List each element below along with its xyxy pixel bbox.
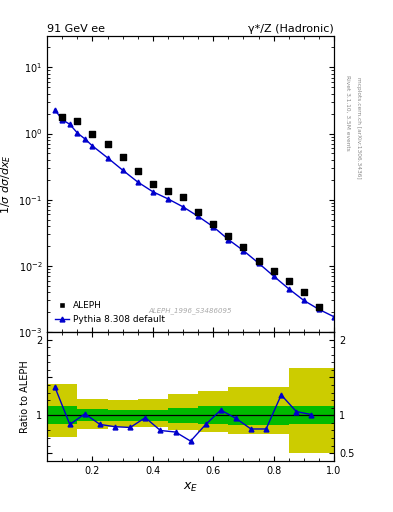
ALEPH bbox=[59, 113, 65, 121]
Pythia 8.308 default bbox=[136, 179, 140, 185]
ALEPH bbox=[105, 140, 111, 148]
Pythia 8.308 default bbox=[211, 224, 216, 230]
Pythia 8.308 default bbox=[75, 130, 80, 136]
Text: 91 GeV ee: 91 GeV ee bbox=[47, 24, 105, 34]
ALEPH bbox=[195, 208, 201, 216]
ALEPH bbox=[225, 232, 231, 240]
ALEPH bbox=[301, 288, 307, 296]
ALEPH bbox=[74, 117, 81, 125]
ALEPH bbox=[119, 153, 126, 161]
Y-axis label: $1/\sigma\ d\sigma/dx_E$: $1/\sigma\ d\sigma/dx_E$ bbox=[0, 154, 13, 214]
Pythia 8.308 default bbox=[286, 286, 291, 292]
Legend: ALEPH, Pythia 8.308 default: ALEPH, Pythia 8.308 default bbox=[51, 298, 169, 328]
Pythia 8.308 default bbox=[256, 260, 261, 266]
Y-axis label: Ratio to ALEPH: Ratio to ALEPH bbox=[20, 360, 31, 433]
ALEPH bbox=[255, 257, 262, 265]
Line: Pythia 8.308 default: Pythia 8.308 default bbox=[52, 107, 336, 319]
Pythia 8.308 default bbox=[301, 297, 306, 304]
Pythia 8.308 default bbox=[241, 247, 246, 253]
Text: mcplots.cern.ch [arXiv:1306.3436]: mcplots.cern.ch [arXiv:1306.3436] bbox=[356, 77, 361, 179]
Text: Rivet 3.1.10, 3.5M events: Rivet 3.1.10, 3.5M events bbox=[345, 75, 350, 151]
ALEPH bbox=[286, 276, 292, 285]
Pythia 8.308 default bbox=[105, 155, 110, 161]
Pythia 8.308 default bbox=[165, 196, 170, 202]
Text: ALEPH_1996_S3486095: ALEPH_1996_S3486095 bbox=[149, 308, 232, 314]
ALEPH bbox=[89, 130, 95, 138]
Pythia 8.308 default bbox=[181, 204, 185, 210]
ALEPH bbox=[150, 180, 156, 188]
Pythia 8.308 default bbox=[151, 188, 155, 195]
Pythia 8.308 default bbox=[60, 117, 64, 123]
ALEPH bbox=[165, 187, 171, 195]
ALEPH bbox=[316, 303, 322, 311]
Pythia 8.308 default bbox=[90, 143, 95, 149]
ALEPH bbox=[270, 266, 277, 274]
ALEPH bbox=[240, 243, 246, 251]
X-axis label: $x_E$: $x_E$ bbox=[183, 481, 198, 494]
ALEPH bbox=[180, 193, 186, 201]
ALEPH bbox=[135, 166, 141, 175]
Text: γ*/Z (Hadronic): γ*/Z (Hadronic) bbox=[248, 24, 334, 34]
Pythia 8.308 default bbox=[226, 237, 231, 243]
ALEPH bbox=[210, 220, 217, 228]
Pythia 8.308 default bbox=[68, 121, 72, 127]
Pythia 8.308 default bbox=[196, 214, 200, 220]
Pythia 8.308 default bbox=[83, 136, 87, 142]
Pythia 8.308 default bbox=[317, 306, 321, 312]
Pythia 8.308 default bbox=[120, 167, 125, 173]
Pythia 8.308 default bbox=[271, 273, 276, 279]
Pythia 8.308 default bbox=[52, 106, 57, 113]
Pythia 8.308 default bbox=[332, 314, 336, 320]
